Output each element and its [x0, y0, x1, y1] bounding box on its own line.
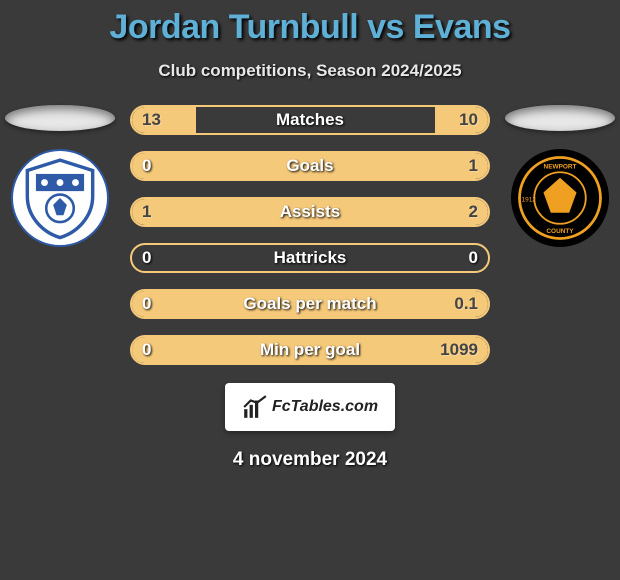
player-left-crest	[11, 149, 109, 247]
svg-text:NEWPORT: NEWPORT	[544, 164, 577, 171]
stat-row-min-per-goal: 01099Min per goal	[130, 335, 490, 365]
player-right-crest: NEWPORT COUNTY 1912	[511, 149, 609, 247]
player-right-halo	[505, 105, 615, 131]
stat-label: Goals per match	[132, 291, 488, 317]
stat-label: Matches	[132, 107, 488, 133]
comparison-area: NEWPORT COUNTY 1912 1310Matches 01Goals 12…	[0, 105, 620, 375]
stat-row-hattricks: 00Hattricks	[130, 243, 490, 273]
stat-label: Assists	[132, 199, 488, 225]
date-text: 4 november 2024	[0, 449, 620, 471]
stats-bars: 1310Matches 01Goals 12Assists 00Hattricks 00…	[130, 105, 490, 381]
stat-row-assists: 12Assists	[130, 197, 490, 227]
svg-text:COUNTY: COUNTY	[546, 228, 574, 235]
stat-label: Min per goal	[132, 337, 488, 363]
subtitle: Club competitions, Season 2024/2025	[0, 61, 620, 81]
stat-row-goals-per-match: 00.1Goals per match	[130, 289, 490, 319]
attribution-text: FcTables.com	[272, 398, 378, 416]
stat-label: Goals	[132, 153, 488, 179]
stat-row-matches: 1310Matches	[130, 105, 490, 135]
shield-icon	[17, 155, 103, 241]
chart-icon	[242, 394, 268, 420]
page-title: Jordan Turnbull vs Evans	[0, 0, 620, 47]
stat-label: Hattricks	[132, 245, 488, 271]
player-right-column: NEWPORT COUNTY 1912	[500, 105, 620, 247]
player-left-column	[0, 105, 120, 247]
attribution-badge: FcTables.com	[225, 383, 395, 431]
svg-text:1912: 1912	[522, 197, 537, 204]
player-left-halo	[5, 105, 115, 131]
stat-row-goals: 01Goals	[130, 151, 490, 181]
badge-icon: NEWPORT COUNTY 1912	[514, 152, 606, 244]
